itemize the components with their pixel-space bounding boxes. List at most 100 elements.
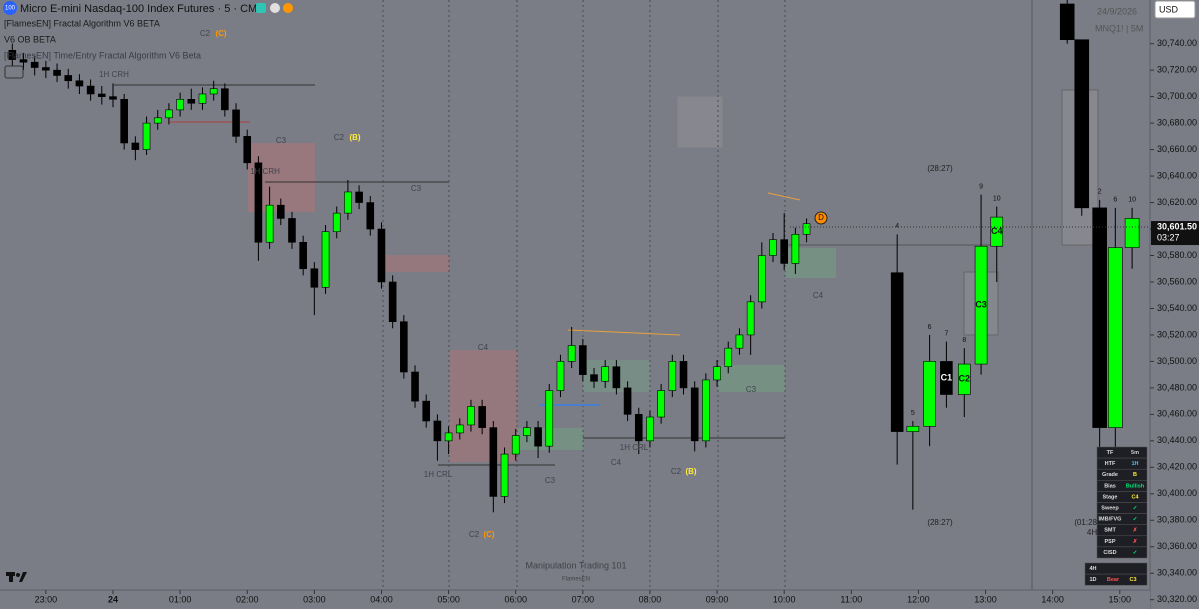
candle-body [735,334,744,349]
annotation: C4 [813,291,824,300]
annotation: (B) [685,467,696,476]
table-key: Grade [1102,472,1118,478]
y-tick-label: 30,540.00 [1157,303,1197,313]
y-tick-label: 30,560.00 [1157,276,1197,286]
annotation: C3 [746,385,757,394]
candle-body [400,321,408,373]
zone [383,255,449,272]
candle-body [769,239,777,256]
candle-body [310,268,319,288]
collapse-button[interactable] [4,65,24,79]
watermark-author: FlamesEN [562,577,590,583]
candle-label: 6 [928,324,932,331]
candle-body [422,400,431,422]
candle-body [974,245,988,365]
x-tick-label: 03:00 [303,594,326,604]
candle-body [702,379,710,442]
table-key: Stage [1103,494,1118,500]
candle-body [366,202,375,230]
x-tick-label: 06:00 [504,594,527,604]
table-value: C4 [1131,494,1139,500]
symbol-title: Micro E-mini Nasdaq-100 Index Futures · … [20,3,265,15]
annotation: C3 [411,184,422,193]
table-value: 1H [1131,461,1138,467]
candle-body [1059,3,1075,41]
candle-body [86,85,95,95]
candle-body [467,406,475,426]
candle-body [109,96,117,100]
y-tick-label: 30,640.00 [1157,170,1197,180]
annotation: C2 [334,133,345,142]
candle-body [1124,218,1140,248]
candle-body [299,241,307,270]
table-row [1096,546,1148,559]
annotation: 1H CRH [99,70,129,79]
x-tick-label: 14:00 [1041,594,1064,604]
candle-body [288,218,296,243]
candle-body [265,204,274,243]
y-tick-label: 30,700.00 [1157,91,1197,101]
annotation: C4 [478,343,489,352]
logo [3,1,17,15]
candle-label: 2 [1098,189,1102,196]
price-axis [1150,0,1199,609]
y-tick-label: 30,420.00 [1157,462,1197,472]
annotation: C2 [200,29,211,38]
candle-body [332,212,341,232]
y-tick-label: 30,380.00 [1157,515,1197,525]
candle-body [209,88,218,95]
table-cell: 4H [1089,566,1096,572]
table-cell: Bear [1107,577,1120,583]
candle-label: 10 [993,195,1001,202]
annotation: C3 [545,476,556,485]
candle-body [1092,207,1107,428]
candle-body [433,420,442,442]
x-tick-label: 07:00 [572,594,595,604]
candle-body [579,345,587,375]
annotation: 1H CRH [250,167,280,176]
table-value: ✗ [1133,538,1138,545]
annotation: C2 [671,467,682,476]
candle-body [355,191,363,203]
candle-body [634,414,643,442]
table-key: SMT [1104,528,1116,534]
candle-body [64,75,73,82]
annotation: 1H CRL [424,470,453,479]
candle-body-label: C4 [991,226,1003,236]
currency[interactable]: USD [1159,4,1179,14]
table-row [1084,573,1148,586]
candle-label: 7 [944,330,948,337]
annotation: (B) [349,133,360,142]
candle-body [612,366,621,389]
annotation: 1H CRL [620,443,649,452]
currency-button[interactable] [1154,0,1196,19]
x-tick-label: 10:00 [773,594,796,604]
y-tick-label: 30,440.00 [1157,435,1197,445]
candle-body [590,374,598,382]
indicator: [FlamesEN] Time/Entry Fractal Algorithm … [4,50,201,60]
candle-body [940,361,953,395]
candle-body [75,80,84,87]
table-key: IMB/FVG [1099,517,1122,523]
candle-body [990,216,1004,247]
candle-body [1074,39,1090,209]
candle-body [489,427,498,497]
status-table: TF 5m HTF 1H Grade B Bias Bullish Stage C4 Sweep ✓ I… [1084,446,1148,586]
logo-part [9,572,13,582]
y-tick-label: 30,320.00 [1157,594,1197,604]
candle-body [556,361,565,391]
annotation: D [818,213,824,222]
candle-body [30,61,39,68]
candle-body [601,366,610,382]
candle-label: 8 [962,337,966,344]
y-tick-label: 30,660.00 [1157,144,1197,154]
y-tick-label: 30,720.00 [1157,65,1197,75]
candle-body [198,93,207,104]
candle-body [690,387,699,442]
x-tick-label: 05:00 [437,594,460,604]
candle-body [923,361,936,427]
x-tick-label: 01:00 [169,594,192,604]
y-tick-label: 30,740.00 [1157,38,1197,48]
candle-body [500,453,509,497]
candle-body [724,347,733,368]
